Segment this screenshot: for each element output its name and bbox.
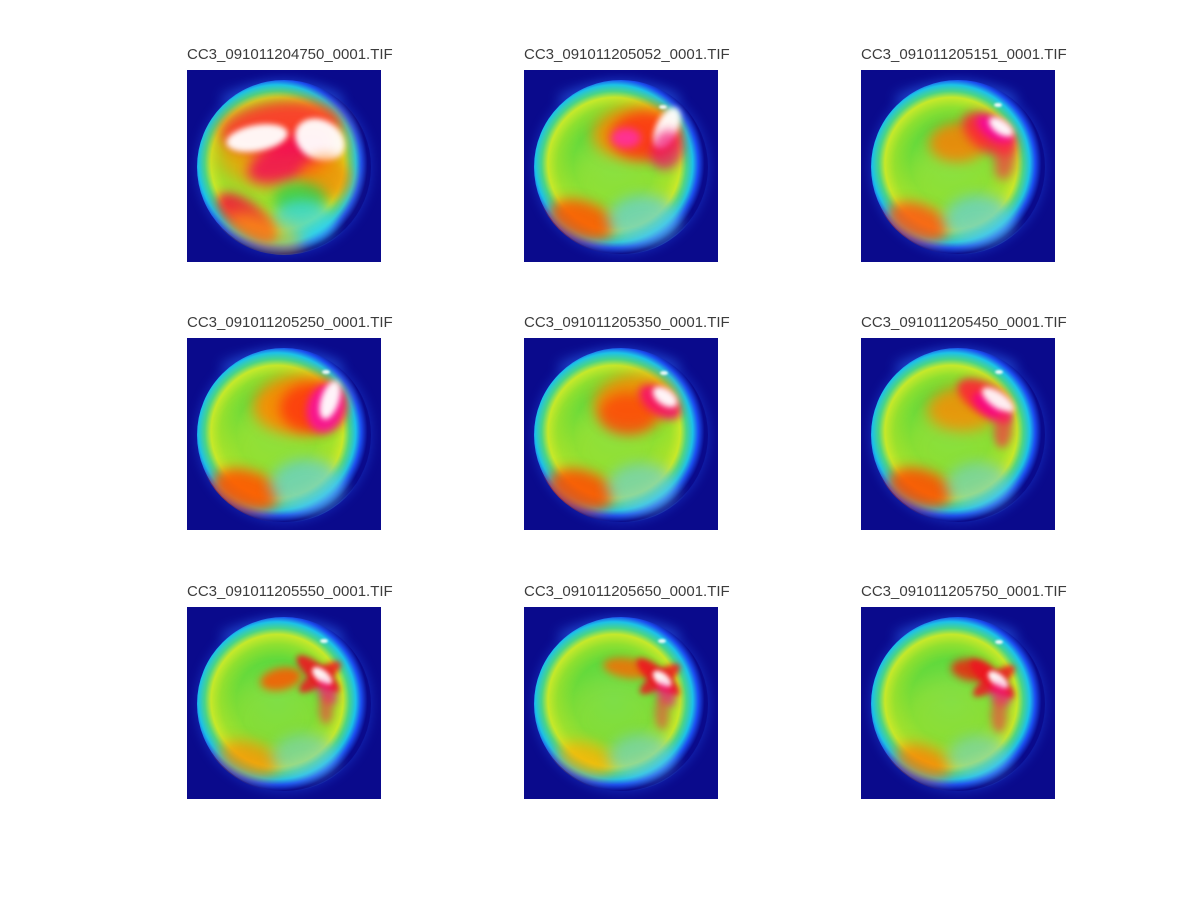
subplot-cell-1: CC3_091011204750_0001.TIF (187, 46, 393, 262)
subplot-cell-4: CC3_091011205250_0001.TIF (187, 314, 393, 530)
image-title: CC3_091011205650_0001.TIF (524, 583, 730, 600)
tif-image (187, 607, 381, 799)
tif-image (187, 70, 381, 262)
image-title: CC3_091011205750_0001.TIF (861, 583, 1067, 600)
subplot-cell-6: CC3_091011205450_0001.TIF (861, 314, 1067, 530)
tif-image (524, 607, 718, 799)
subplot-cell-3: CC3_091011205151_0001.TIF (861, 46, 1067, 262)
tif-image (524, 338, 718, 530)
image-title: CC3_091011205151_0001.TIF (861, 46, 1067, 63)
image-title: CC3_091011205350_0001.TIF (524, 314, 730, 331)
subplot-cell-2: CC3_091011205052_0001.TIF (524, 46, 730, 262)
subplot-cell-5: CC3_091011205350_0001.TIF (524, 314, 730, 530)
subplot-cell-9: CC3_091011205750_0001.TIF (861, 583, 1067, 799)
tif-image (187, 338, 381, 530)
image-title: CC3_091011205052_0001.TIF (524, 46, 730, 63)
subplot-cell-8: CC3_091011205650_0001.TIF (524, 583, 730, 799)
tif-image (861, 338, 1055, 530)
tif-image (861, 70, 1055, 262)
image-title: CC3_091011205550_0001.TIF (187, 583, 393, 600)
tif-image (861, 607, 1055, 799)
tif-image (524, 70, 718, 262)
image-title: CC3_091011205250_0001.TIF (187, 314, 393, 331)
subplot-cell-7: CC3_091011205550_0001.TIF (187, 583, 393, 799)
image-title: CC3_091011204750_0001.TIF (187, 46, 393, 63)
image-title: CC3_091011205450_0001.TIF (861, 314, 1067, 331)
